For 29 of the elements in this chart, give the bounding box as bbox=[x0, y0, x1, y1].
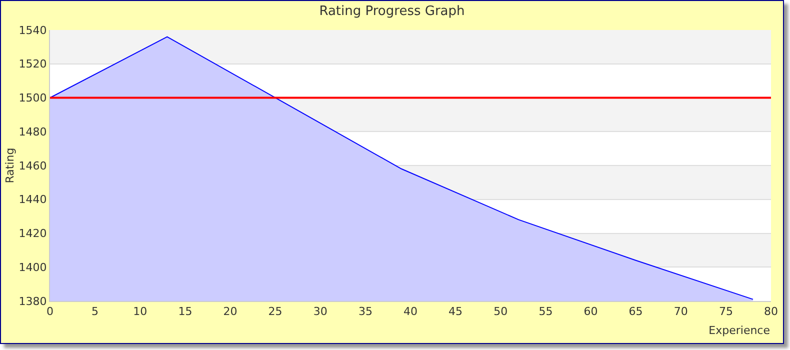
x-tick-label: 80 bbox=[764, 305, 778, 318]
x-tick-label: 0 bbox=[46, 305, 54, 318]
x-tick-label: 5 bbox=[92, 305, 99, 318]
x-tick-label: 10 bbox=[133, 305, 148, 318]
x-tick-label: 50 bbox=[494, 305, 508, 318]
x-tick-label: 15 bbox=[178, 305, 192, 318]
x-tick-label: 60 bbox=[584, 305, 598, 318]
x-tick-label: 70 bbox=[674, 305, 688, 318]
x-tick-label: 75 bbox=[718, 305, 733, 318]
chart-title: Rating Progress Graph bbox=[319, 4, 465, 20]
x-tick-label: 45 bbox=[448, 305, 463, 318]
y-tick-label: 1380 bbox=[18, 294, 47, 308]
x-tick-label: 40 bbox=[404, 305, 418, 318]
y-tick-label: 1400 bbox=[18, 260, 47, 274]
x-tick-label: 25 bbox=[268, 305, 282, 318]
x-tick-label: 65 bbox=[628, 305, 643, 318]
y-tick-label: 1500 bbox=[18, 92, 47, 105]
y-tick-label: 1540 bbox=[18, 24, 47, 37]
x-tick-label: 55 bbox=[538, 305, 553, 318]
x-axis-title: Experience bbox=[708, 324, 770, 337]
y-tick-label: 1420 bbox=[18, 227, 47, 240]
y-tick-label: 1480 bbox=[18, 125, 47, 138]
x-tick-label: 30 bbox=[313, 305, 328, 318]
y-tick-label: 1440 bbox=[18, 193, 47, 206]
y-tick-label: 1520 bbox=[18, 58, 47, 71]
y-axis-title: Rating bbox=[3, 148, 16, 184]
y-tick-label: 1460 bbox=[18, 159, 47, 172]
x-tick-label: 35 bbox=[358, 305, 372, 318]
x-tick-label: 20 bbox=[223, 305, 238, 318]
